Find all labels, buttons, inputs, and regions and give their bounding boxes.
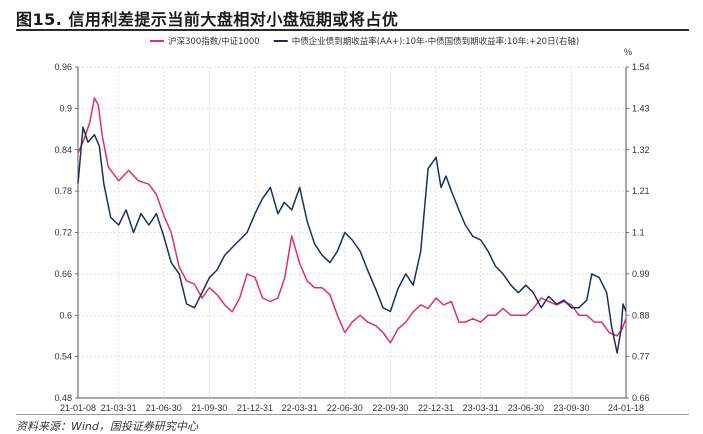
y-left-tick-label: 0.84 (54, 145, 72, 155)
y-right-unit: % (624, 47, 632, 57)
y-left-tick-label: 0.54 (54, 352, 72, 362)
grid (78, 66, 626, 398)
y-right-tick-label: 1.54 (632, 62, 650, 72)
x-tick-label: 22-09-30 (372, 403, 408, 413)
x-tick-label: 22-12-31 (418, 403, 454, 413)
figure-title: 图15. 信用利差提示当前大盘相对小盘短期或将占优 (16, 10, 399, 29)
y-left-tick-label: 0.6 (59, 310, 72, 320)
legend: 沪深300指数/中证1000 中债企业债到期收益率(AA+):10年-中债国债到期… (150, 36, 579, 47)
y-left-tick-label: 0.48 (54, 393, 72, 403)
y-right-tick-label: 1.1 (632, 228, 645, 238)
legend-label-2: 中债企业债到期收益率(AA+):10年-中债国债到期收益率:10年:+20日(右… (292, 36, 579, 47)
y-right-tick-label: 1.43 (632, 103, 650, 113)
y-right-tick-label: 0.77 (632, 352, 650, 362)
y-right-tick-label: 0.99 (632, 269, 650, 279)
legend-label-1: 沪深300指数/中证1000 (168, 36, 260, 47)
y-right-tick-label: 0.66 (632, 393, 650, 403)
series-line-1 (77, 97, 627, 344)
series-line-2 (77, 126, 627, 354)
x-tick-label: 22-03-31 (282, 403, 318, 413)
y-left-tick-label: 0.96 (54, 62, 72, 72)
y-right-tick-label: 1.32 (632, 145, 650, 155)
series-lines (77, 97, 627, 354)
source-note: 资料来源：Wind，国投证券研究中心 (16, 420, 198, 433)
x-tick-label: 21-09-30 (191, 403, 227, 413)
y-left-tick-label: 0.72 (54, 228, 72, 238)
title-rule (16, 29, 689, 31)
source-rule (16, 414, 689, 415)
y-right-tick-label: 0.88 (632, 310, 650, 320)
x-tick-label: 24-01-18 (608, 403, 644, 413)
y-left-tick-label: 0.66 (54, 269, 72, 279)
x-tick-label: 22-06-30 (327, 403, 363, 413)
axes: 0.48 0.54 0.6 0.66 0.72 0.78 0.84 0.9 0.96 0.66 0.… (54, 47, 649, 413)
x-tick-label: 23-06-30 (508, 403, 544, 413)
y-left-tick-label: 0.9 (59, 103, 72, 113)
y-left-tick-label: 0.78 (54, 186, 72, 196)
y-right-tick-label: 1.21 (632, 186, 650, 196)
x-tick-label: 21-06-30 (146, 403, 182, 413)
x-tick-label: 23-09-30 (553, 403, 589, 413)
x-tick-label: 21-12-31 (237, 403, 273, 413)
x-tick-label: 21-01-08 (60, 403, 96, 413)
x-tick-label: 21-03-31 (101, 403, 137, 413)
x-tick-label: 23-03-31 (463, 403, 499, 413)
